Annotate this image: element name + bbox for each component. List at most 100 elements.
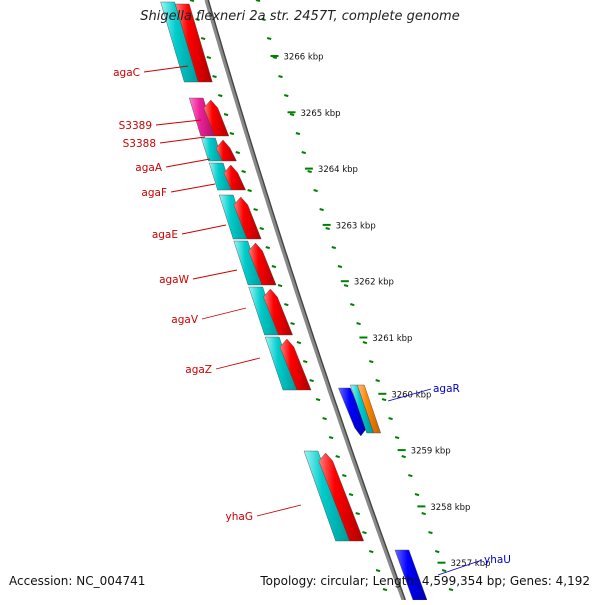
gene-label-yhaG: yhaG [226,511,253,523]
inner-ring-dash [355,512,360,516]
inner-ring-dash [277,284,283,288]
outer-ring-dash [375,379,380,383]
outer-ring-dash [356,322,361,326]
outer-ring-dash [337,265,343,269]
outer-ring-dash [414,493,420,497]
outer-ring-dash [350,303,355,307]
tick-label: 3265 kbp [301,109,341,119]
inner-ring-dash [296,341,302,345]
inner-ring-dash [348,493,354,497]
inner-ring-dash [382,588,388,592]
outer-ring-dash [448,588,454,592]
forward-cds-arrow [233,196,262,240]
label-leader-line [170,183,216,193]
inner-ring-dash [229,132,235,136]
outer-ring-dash [368,360,374,364]
tick-label: 3263 kbp [336,221,376,231]
inner-ring-dash [309,379,314,383]
tick-label: 3266 kbp [284,53,324,63]
outer-ring-dash [307,170,312,174]
outer-ring-dash [381,398,387,402]
tick-label: 3261 kbp [372,334,412,344]
outer-ring-dash [261,18,266,22]
gene-label-agaE: agaE [152,229,178,241]
outer-ring-dash [428,531,433,535]
outer-ring-dash [255,0,261,3]
label-leader-line [143,65,189,73]
reverse-cds-arrow [338,387,368,437]
label-leader-line [201,307,247,320]
forward-cds-arrow [215,139,237,162]
outer-ring-dash [434,550,440,554]
inner-ring-dash [253,208,258,212]
gene-label-agaA: agaA [135,162,163,174]
gene-label-agaZ: agaZ [185,364,212,376]
inner-ring-dash [284,303,289,307]
inner-ring-dash [375,569,381,573]
forward-cds-arrow [248,242,277,286]
outer-ring-dash [278,75,283,79]
inner-ring-dash [368,550,374,554]
label-leader-line [192,269,238,280]
label-leader-line [165,158,211,168]
genome-summary-text: Topology: circular; Length: 4,599,354 bp… [260,574,590,588]
outer-ring-dash [441,569,447,573]
outer-ring-dash [343,284,349,288]
inner-ring-dash [315,398,321,402]
inner-ring-dash [206,56,212,60]
backbone-line [204,0,405,601]
inner-ring-dash [322,417,327,421]
inner-ring-dash [223,113,229,117]
outer-ring-dash [289,113,295,117]
outer-ring-dash [283,94,289,98]
forward-cds-arrow [263,288,293,336]
label-leader-line [215,357,261,370]
backbone-shadow [207,0,406,601]
outer-ring-dash [394,436,400,440]
gene-label-agaV: agaV [171,314,199,326]
tick-label: 3260 kbp [391,390,431,400]
outer-ring-dash [331,246,337,250]
inner-ring-dash [362,531,367,535]
tick-label: 3264 kbp [318,165,358,175]
inner-ring-dash [271,265,277,269]
outer-ring-dash [266,37,272,41]
outer-ring-dash [325,227,330,231]
forward-cds-arrow [174,3,213,83]
gene-label-yhaU: yhaU [484,554,511,566]
inner-ring-dash [235,151,241,155]
map-title: Shigella flexneri 2a str. 2457T, complet… [140,9,460,24]
outer-ring-dash [362,341,368,345]
inner-ring-dash [200,37,206,41]
gene-label-agaW: agaW [159,274,190,286]
forward-cds-arrow [223,164,246,191]
inner-ring-dash [212,75,217,79]
outer-ring-dash [272,56,278,60]
gene-label-agaF: agaF [141,187,167,199]
inner-ring-dash [290,322,295,326]
forward-cds-arrow [318,452,364,542]
label-leader-line [256,504,302,517]
label-leader-line [181,224,227,235]
outer-ring-dash [319,208,324,212]
outer-ring-dash [421,512,426,516]
tick-label: 3259 kbp [411,447,451,457]
inner-ring-dash [335,455,340,459]
forward-cds-arrow [279,338,312,391]
outer-ring-dash [301,151,307,155]
inner-ring-dash [328,436,334,440]
gene-label-S3388: S3388 [123,138,156,150]
gene-label-agaR: agaR [433,383,460,395]
tick-label: 3258 kbp [430,503,470,513]
gene-label-S3389: S3389 [119,120,152,132]
label-leader-line [159,136,206,144]
inner-ring-dash [195,18,200,22]
inner-ring-dash [259,227,264,231]
outer-ring-dash [388,417,393,421]
label-leader-line [387,388,432,402]
accession-text: Accession: NC_004741 [9,574,146,588]
label-leader-line [437,559,483,576]
outer-ring-dash [408,474,413,478]
